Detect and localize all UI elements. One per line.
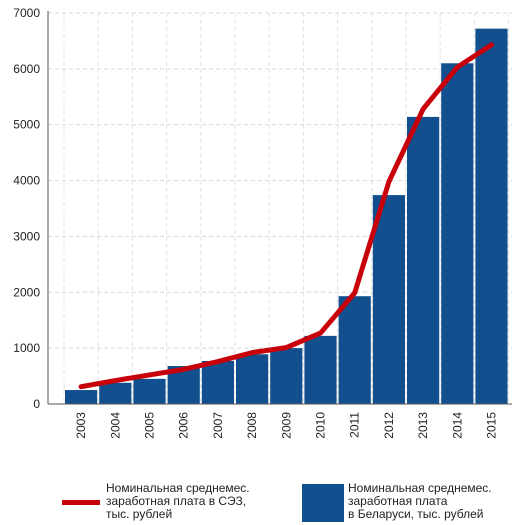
bar-2004 bbox=[99, 382, 132, 404]
y-tick-2000: 2000 bbox=[13, 285, 40, 299]
y-tick-4000: 4000 bbox=[13, 174, 40, 188]
legend-bar-label-1: Номинальная среднемес. bbox=[348, 481, 492, 495]
legend-line-label: Номинальная среднемес. заработная плата … bbox=[106, 482, 296, 521]
legend-bar-label-3: в Беларуси, тыс. рублей bbox=[348, 507, 484, 521]
x-tick-2004: 2004 bbox=[108, 412, 122, 439]
bar-2012 bbox=[372, 195, 405, 404]
x-tick-2003: 2003 bbox=[74, 412, 88, 439]
bar-2010 bbox=[304, 335, 337, 404]
bar-2009 bbox=[270, 348, 303, 404]
x-tick-2015: 2015 bbox=[485, 412, 499, 439]
x-tick-2012: 2012 bbox=[382, 412, 396, 439]
bar-2014 bbox=[441, 63, 474, 405]
x-tick-labels: 2003 2004 2005 2006 2007 2008 2009 2010 2011 2012… bbox=[74, 412, 498, 439]
line-series bbox=[78, 42, 494, 390]
legend-bar-label: Номинальная среднемес. заработная плата … bbox=[348, 482, 524, 521]
legend-line-label-1: Номинальная среднемес. bbox=[106, 481, 250, 495]
x-tick-2008: 2008 bbox=[245, 412, 259, 439]
x-tick-2009: 2009 bbox=[279, 412, 293, 439]
y-tick-6000: 6000 bbox=[13, 62, 40, 76]
x-tick-2005: 2005 bbox=[143, 412, 157, 439]
bar-2011 bbox=[338, 296, 371, 404]
legend-line-swatch bbox=[62, 500, 100, 505]
y-tick-3000: 3000 bbox=[13, 229, 40, 243]
bar-2013 bbox=[407, 116, 440, 404]
y-tick-labels: 0 1000 2000 3000 4000 5000 6000 7000 bbox=[13, 6, 40, 411]
x-tick-2006: 2006 bbox=[177, 412, 191, 439]
legend-line-label-2: заработная плата в СЭЗ, bbox=[106, 494, 247, 508]
legend-bar-label-2: заработная плата bbox=[348, 494, 448, 508]
x-tick-2007: 2007 bbox=[211, 412, 225, 439]
axes bbox=[47, 11, 512, 405]
bar-2003 bbox=[65, 390, 98, 404]
x-tick-2010: 2010 bbox=[314, 412, 328, 439]
y-tick-1000: 1000 bbox=[13, 341, 40, 355]
legend-bar-swatch bbox=[302, 484, 344, 522]
grid-lines bbox=[48, 12, 512, 404]
x-tick-2011: 2011 bbox=[348, 412, 362, 438]
bar-2007 bbox=[201, 360, 234, 404]
bar-2005 bbox=[133, 378, 166, 404]
y-tick-5000: 5000 bbox=[13, 118, 40, 132]
y-tick-0: 0 bbox=[33, 397, 40, 411]
bar-2008 bbox=[236, 354, 269, 404]
legend-line-label-3: тыс. рублей bbox=[106, 507, 173, 521]
bar-2015 bbox=[475, 28, 508, 404]
x-tick-2014: 2014 bbox=[450, 412, 464, 439]
x-tick-2013: 2013 bbox=[416, 412, 430, 439]
y-tick-7000: 7000 bbox=[13, 6, 40, 20]
